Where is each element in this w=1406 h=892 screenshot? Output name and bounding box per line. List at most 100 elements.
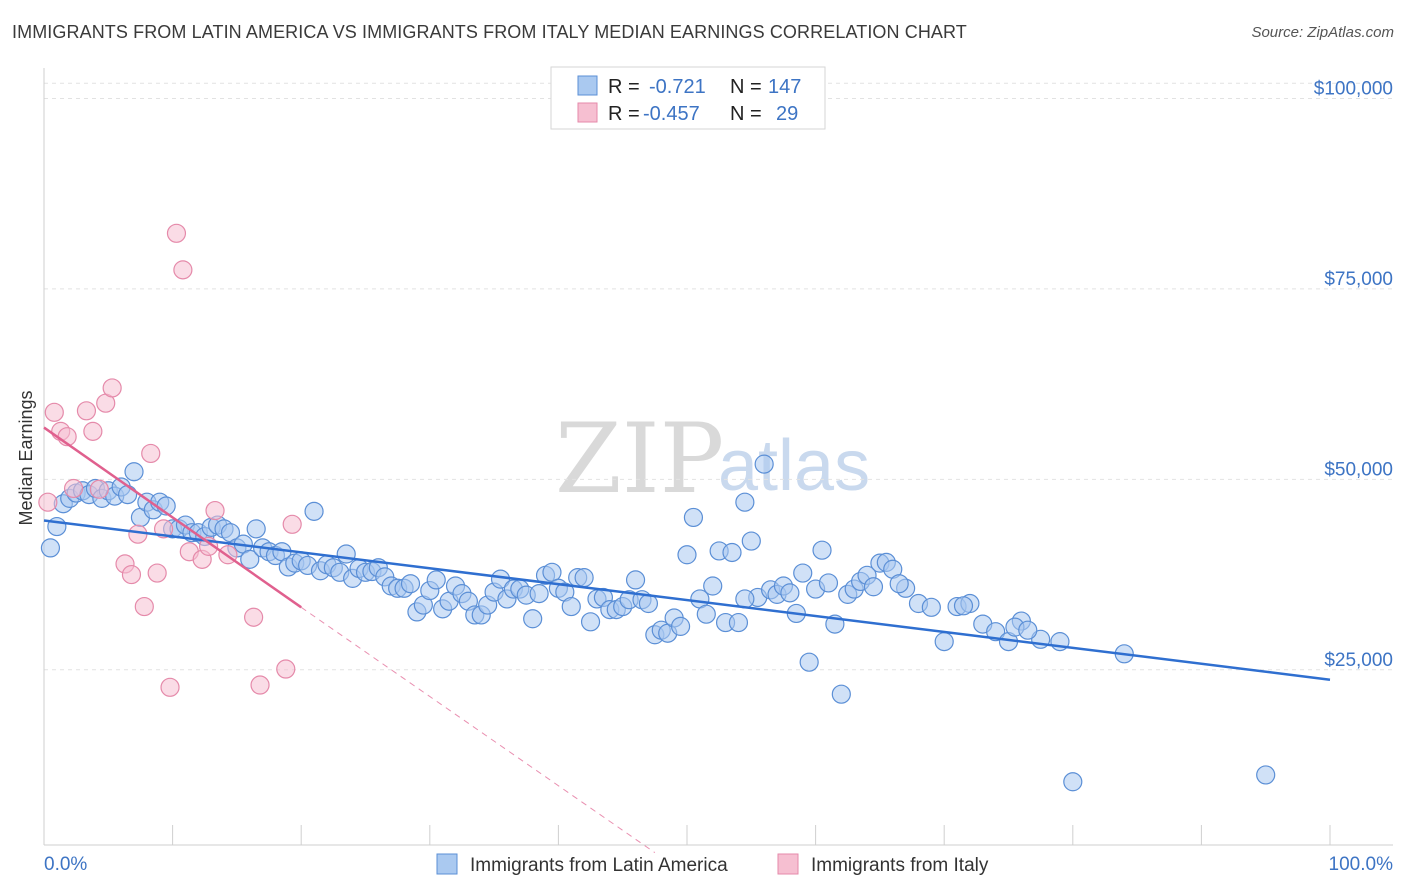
legend-n-value-1: 147 <box>768 76 801 98</box>
source-label: Source: ZipAtlas.com <box>1251 24 1394 41</box>
data-point <box>523 609 543 629</box>
data-point <box>529 584 549 604</box>
legend-r-value-1: -0.721 <box>649 76 706 98</box>
data-point <box>561 596 581 617</box>
data-point <box>426 570 446 590</box>
data-point <box>696 604 716 624</box>
data-point <box>76 401 97 421</box>
data-point <box>400 574 421 594</box>
bottom-legend-label-latin-america: Immigrants from Latin America <box>470 855 728 876</box>
watermark-zip: ZIP <box>555 403 724 515</box>
bottom-legend-label-italy: Immigrants from Italy <box>811 855 989 876</box>
y-tick-label: $50,000 <box>1324 459 1393 480</box>
bottom-legend: Immigrants from Latin America Immigrants… <box>436 853 989 876</box>
series-italy <box>38 223 302 697</box>
data-point <box>953 596 974 616</box>
trendline-latin-america <box>43 519 1331 681</box>
data-point <box>1256 765 1276 785</box>
y-tick-label: $75,000 <box>1324 269 1393 290</box>
data-point <box>102 378 122 398</box>
data-point <box>134 596 154 617</box>
data-point <box>1063 772 1083 792</box>
data-point <box>741 531 761 551</box>
watermark-atlas: atlas <box>718 426 870 506</box>
legend-swatch-italy <box>577 102 598 123</box>
data-point <box>889 574 909 594</box>
data-point <box>722 542 742 563</box>
data-point <box>44 402 64 422</box>
x-tick-label-min: 0.0% <box>44 854 87 875</box>
trendline-italy-extension <box>300 606 656 854</box>
data-point <box>121 564 142 585</box>
data-point <box>282 514 302 534</box>
data-point <box>336 544 356 564</box>
x-tick-label-max: 100.0% <box>1329 854 1394 875</box>
data-point <box>986 622 1006 642</box>
data-point <box>141 443 161 464</box>
data-point <box>240 549 260 569</box>
data-point <box>683 507 704 528</box>
data-point <box>780 583 800 603</box>
data-point <box>89 479 109 499</box>
data-point <box>670 616 691 636</box>
legend-swatch-latin-america <box>577 75 598 96</box>
data-point <box>831 684 851 704</box>
data-point <box>250 675 270 695</box>
data-point <box>166 223 187 243</box>
legend-n-label-1: N = <box>730 76 762 98</box>
data-point <box>574 568 594 588</box>
data-point <box>124 462 144 482</box>
legend-r-label-1: R = <box>608 76 640 98</box>
data-point <box>205 500 225 521</box>
data-point <box>244 607 264 627</box>
data-point <box>580 612 601 632</box>
x-ticks <box>172 825 1331 845</box>
data-point <box>934 632 954 652</box>
data-point <box>735 492 755 512</box>
data-point <box>147 563 167 583</box>
data-point <box>818 573 839 593</box>
data-point <box>863 577 884 597</box>
y-tick-label: $100,000 <box>1314 78 1393 99</box>
bottom-legend-swatch-italy <box>777 853 799 875</box>
series-latin-america <box>40 454 1276 792</box>
legend-r-label-2: R = <box>608 103 640 125</box>
data-point <box>812 540 832 560</box>
data-point <box>542 562 562 582</box>
legend-n-label-2: N = <box>730 103 762 125</box>
data-point <box>173 260 193 280</box>
data-point <box>160 677 180 697</box>
data-point <box>128 524 148 544</box>
data-point <box>38 492 58 512</box>
legend-n-value-2: 29 <box>776 103 798 125</box>
y-tick-labels: $25,000 $50,000 $75,000 $100,000 <box>1314 78 1393 670</box>
y-tick-label: $25,000 <box>1324 650 1393 671</box>
trendline-italy <box>43 426 302 609</box>
legend-box: R = -0.721 N = 147 R = -0.457 N = 29 <box>550 66 826 130</box>
y-axis-label: Median Earnings <box>16 390 36 525</box>
data-point <box>153 519 174 539</box>
data-point <box>40 538 61 558</box>
data-point <box>83 421 103 441</box>
data-point <box>1018 620 1038 640</box>
data-point <box>799 652 819 672</box>
legend-r-value-2: -0.457 <box>643 103 700 125</box>
data-point <box>677 545 697 565</box>
data-point <box>625 570 646 590</box>
data-point <box>63 478 84 499</box>
axes <box>43 68 1393 846</box>
page-title: IMMIGRANTS FROM LATIN AMERICA VS IMMIGRA… <box>12 22 967 42</box>
data-point <box>246 519 266 539</box>
data-point <box>728 612 749 633</box>
data-point <box>921 597 941 617</box>
data-point <box>117 484 138 505</box>
data-point <box>276 659 296 679</box>
trendlines <box>43 426 1331 854</box>
watermark: ZIP atlas <box>555 403 870 515</box>
data-point <box>703 576 723 596</box>
data-point <box>793 563 813 583</box>
data-point <box>754 454 774 474</box>
data-point <box>304 501 324 521</box>
bottom-legend-swatch-latin-america <box>436 853 458 875</box>
